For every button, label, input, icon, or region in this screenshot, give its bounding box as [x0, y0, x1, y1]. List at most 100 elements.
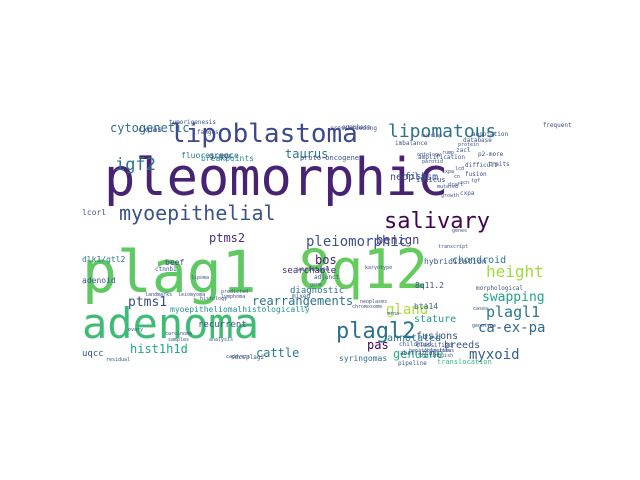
- word-p2-more: p2-more: [478, 151, 504, 158]
- word-cattle: cattle: [256, 346, 299, 360]
- word-ontology: ontology: [417, 152, 441, 158]
- word-neoplasm: neoplasm: [390, 172, 438, 183]
- word-tumorigenesis: tumorigenesis: [169, 119, 216, 126]
- word-adenoma: adenoma: [82, 299, 259, 348]
- word-pleomorphic: pleomorphic: [104, 148, 448, 208]
- word-salivary: salivary: [384, 209, 490, 234]
- word-leiomyoma: leiomyoma: [178, 292, 205, 298]
- word-ctnnb1: ctnnb1: [155, 266, 177, 273]
- word-swapping: swapping: [482, 290, 545, 305]
- word-cxpa: cxpa: [460, 190, 475, 197]
- word-variation: variation: [297, 266, 330, 273]
- word-proto-oncogene: proto-oncogene: [300, 154, 359, 162]
- word-mutated: mutated: [437, 184, 458, 190]
- word-mixed: mixed: [292, 293, 310, 300]
- word-crossbreeding: crossbreeding: [330, 125, 377, 132]
- word-myoepithelial: myoepithelial: [119, 201, 276, 225]
- word-anaphase: anaphase: [342, 124, 371, 131]
- word-ca-ex-pa: ca-ex-pa: [478, 320, 545, 336]
- word-cadavers: cadavers: [226, 354, 250, 360]
- word-neoplasms: neoplasms: [360, 299, 387, 305]
- word-overlap: overlap: [421, 133, 442, 139]
- word-pas: pas: [367, 338, 389, 352]
- word-protein: protein: [458, 142, 479, 148]
- word-fusion: fusion: [465, 171, 487, 178]
- word-rump: rump: [442, 150, 454, 156]
- word-mrna: mrna: [387, 311, 399, 317]
- word-cxpa: cxpa: [442, 169, 454, 175]
- word-8q12: 8q12: [298, 238, 428, 301]
- word-bta14: bta14: [414, 302, 438, 311]
- word-sdcs: sdcs: [231, 354, 246, 361]
- word-uqcc: uqcc: [82, 349, 104, 359]
- word-cytogenetic: cytogenetic: [110, 121, 189, 135]
- word-growth: growth: [441, 193, 459, 199]
- word-lipomatous: lipomatous: [388, 121, 496, 142]
- word-fangus: fangus: [197, 129, 219, 136]
- word-plagl2: plagl2: [336, 319, 415, 344]
- word-taurus: taurus: [285, 147, 328, 161]
- word-landmarks: landmarks: [145, 292, 172, 298]
- word-database: database: [463, 137, 492, 144]
- word-plag2: plag2: [246, 354, 264, 361]
- word-aberrations: aberrations: [400, 350, 440, 357]
- word-translocation: translocation: [437, 358, 492, 366]
- word-frequent: frequent: [543, 122, 572, 129]
- word-diagnostic: diagnostic: [290, 286, 344, 296]
- word-ptms2: ptms2: [209, 231, 245, 245]
- word-annotation: annotation: [472, 131, 509, 138]
- word-residual: residual: [106, 357, 130, 363]
- word-cn: cn: [454, 174, 460, 180]
- word-indicus: indicus: [416, 176, 446, 184]
- word-8q11-2: 8q11.2: [415, 281, 444, 290]
- word-gene: gene: [310, 282, 322, 288]
- word-genotype: genotype: [472, 323, 496, 329]
- word-fusions: fusions: [416, 331, 458, 342]
- word-stature: stature: [414, 314, 456, 325]
- word-cases: cases: [473, 306, 488, 312]
- word-histology: histology: [200, 296, 227, 302]
- word-igf2: igf2: [115, 155, 156, 175]
- word-draft: draft: [448, 182, 463, 188]
- word-searchable: searchable: [282, 266, 336, 276]
- word-scn: scn: [460, 180, 469, 186]
- word-plagl1: plagl1: [486, 303, 540, 321]
- word-profiles: profiles: [430, 348, 454, 354]
- word-morphological: morphological: [476, 285, 523, 292]
- word-pipeline: pipeline: [398, 360, 427, 367]
- word-cxpas: cxpas: [138, 125, 162, 134]
- word-pleiomorphic: pleiomorphic: [306, 234, 407, 250]
- word-traits: traits: [488, 161, 510, 168]
- word-rearrangements: rearrangements: [252, 294, 353, 308]
- word-carcinoma: carcinoma: [165, 331, 192, 337]
- word-annotated: annotated: [387, 333, 441, 344]
- word-breakpoints: breakpoints: [201, 154, 254, 163]
- word-classified: classified: [416, 342, 453, 349]
- word-breeds: breeds: [444, 340, 480, 351]
- word-height: height: [486, 262, 544, 281]
- word-lipoblastoma: lipoblastoma: [170, 119, 358, 149]
- word-bos: bos: [315, 253, 337, 267]
- word-chromosome: chromosome: [352, 304, 382, 310]
- word-tgf: tgf: [471, 178, 480, 184]
- word-lcorl: lcorl: [82, 208, 106, 217]
- word-adjunct: adjunct: [314, 274, 340, 281]
- word-hist1h1d: hist1h1d: [130, 342, 188, 356]
- word-chondroid: chondroid: [452, 255, 506, 266]
- word-ptms1: ptms1: [128, 295, 167, 310]
- word-benign: benign: [376, 233, 419, 247]
- word-adenoid: adenoid: [82, 276, 116, 285]
- word-imbalance: imbalance: [395, 140, 428, 147]
- word-samples: samples: [168, 337, 189, 343]
- word-karyotype: karyotype: [365, 265, 392, 271]
- word-myoepitheliomalhistologically: myoepitheliomalhistologically: [170, 305, 310, 314]
- word-myxoid: myxoid: [469, 347, 520, 363]
- word-transcript: transcript: [438, 244, 468, 250]
- word-ovary: ovary: [128, 327, 143, 333]
- word-predicted: predicted: [221, 289, 248, 295]
- word-lcd: lcd: [455, 166, 464, 172]
- word-beef: beef: [165, 258, 184, 267]
- word-hepatoblastoma: hepatoblastoma: [409, 348, 451, 354]
- word-fluorescence: fluorescence: [181, 151, 239, 160]
